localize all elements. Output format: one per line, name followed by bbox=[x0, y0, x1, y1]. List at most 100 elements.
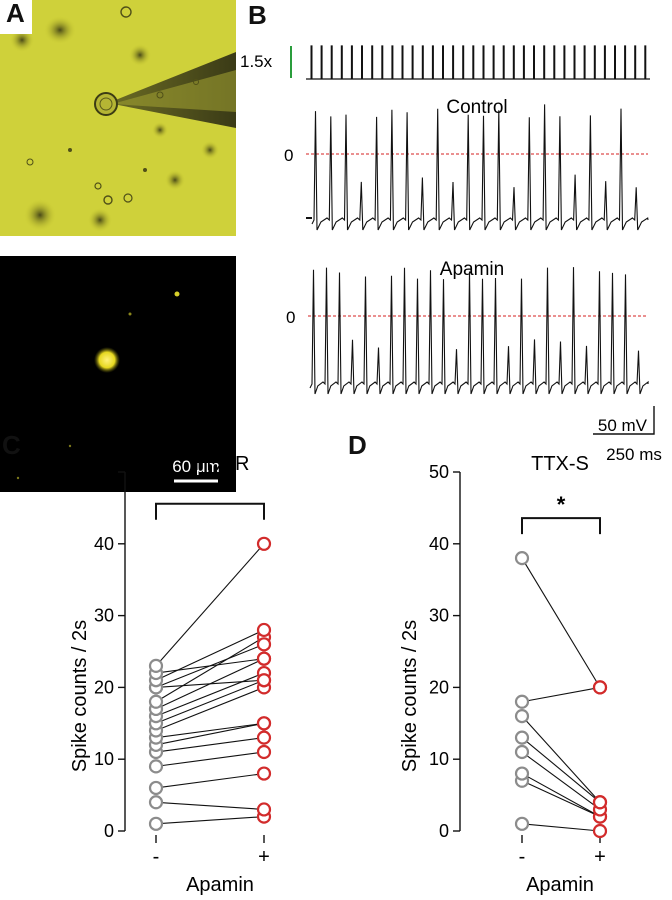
point-before bbox=[148, 694, 164, 709]
point-before bbox=[148, 795, 164, 810]
apamin-zero-label: 0 bbox=[286, 308, 295, 327]
ttx-s-chart: TTX-S Spike counts / 2s Apamin 0 10 20 30 40… bbox=[399, 453, 608, 896]
stimulus-train bbox=[306, 45, 650, 80]
pair-line bbox=[155, 801, 265, 811]
point-before bbox=[514, 744, 530, 760]
control-label: Control bbox=[446, 97, 507, 118]
point-after bbox=[256, 673, 272, 688]
point-before bbox=[514, 766, 530, 781]
point-after bbox=[256, 766, 272, 781]
pair-line bbox=[521, 557, 601, 688]
point-before bbox=[148, 780, 164, 796]
x-axis-label: Apamin bbox=[526, 874, 594, 896]
bracket-line bbox=[521, 517, 601, 535]
x-tick-label: - bbox=[519, 846, 526, 868]
pair-line bbox=[155, 737, 265, 753]
y-tick-label: 20 bbox=[429, 677, 449, 697]
pair-line bbox=[155, 679, 265, 688]
point-before bbox=[514, 694, 530, 709]
chart-title: TTX-R bbox=[191, 453, 250, 475]
pair-line bbox=[521, 686, 601, 703]
pair-line bbox=[155, 672, 265, 717]
point-after bbox=[256, 802, 272, 817]
bracket-line bbox=[155, 502, 265, 520]
y-axis: 0 10 20 30 40 50 bbox=[429, 462, 461, 841]
point-after bbox=[256, 637, 272, 652]
x-axis: - + bbox=[153, 835, 270, 868]
pair-line bbox=[155, 679, 265, 724]
pair-line bbox=[155, 636, 265, 703]
point-after bbox=[256, 536, 272, 551]
panel-label-d: D bbox=[348, 430, 367, 460]
pair-line bbox=[155, 722, 265, 739]
y-tick-label: 10 bbox=[429, 749, 449, 769]
point-before bbox=[514, 730, 530, 745]
ttx-r-chart: TTX-R Spike counts / 2s Apamin 0 10 20 30 40… bbox=[69, 453, 272, 896]
y-tick-label: 30 bbox=[94, 606, 114, 626]
chart-title: TTX-S bbox=[531, 453, 589, 475]
pair-line bbox=[521, 715, 601, 803]
y-tick-label: 50 bbox=[94, 462, 114, 482]
point-after bbox=[256, 622, 272, 638]
significance-label: **** bbox=[193, 478, 228, 503]
pair-line bbox=[155, 722, 265, 746]
x-axis-label: Apamin bbox=[186, 874, 254, 896]
point-before bbox=[514, 709, 530, 724]
pair-line bbox=[155, 658, 265, 674]
y-axis: 0 10 20 30 40 50 bbox=[94, 462, 126, 841]
pair-line bbox=[521, 751, 601, 810]
point-after bbox=[256, 651, 272, 666]
calibration-bar bbox=[593, 406, 655, 435]
pair-line bbox=[155, 816, 265, 825]
point-before bbox=[148, 759, 164, 774]
significance-label: * bbox=[557, 492, 566, 517]
pair-line bbox=[521, 737, 601, 803]
y-axis-label: Spike counts / 2s bbox=[69, 620, 91, 772]
point-after bbox=[592, 823, 608, 839]
y-tick-label: 50 bbox=[429, 462, 449, 482]
pair-line bbox=[521, 773, 601, 818]
pair-line bbox=[155, 751, 265, 767]
significance-bracket: * bbox=[521, 492, 601, 535]
pair-line bbox=[155, 543, 265, 667]
y-tick-label: 0 bbox=[439, 821, 449, 841]
control-trace bbox=[311, 104, 649, 231]
scale-bar-label: 60 μm bbox=[172, 457, 220, 476]
panel-label-a: A bbox=[0, 0, 32, 34]
y-tick-label: 30 bbox=[429, 606, 449, 626]
voltage-scale-label: 50 mV bbox=[598, 416, 648, 435]
point-after bbox=[592, 680, 608, 695]
significance-bracket: **** bbox=[155, 478, 265, 520]
apamin-trace bbox=[309, 267, 649, 395]
pair-line bbox=[521, 823, 601, 832]
voltage-traces: 1.5x Control 0 Apamin 0 50 mV 250 ms bbox=[240, 45, 662, 464]
point-after bbox=[256, 716, 272, 731]
apamin-label: Apamin bbox=[440, 259, 504, 280]
pair-line bbox=[155, 773, 265, 789]
x-tick-label: - bbox=[153, 846, 160, 868]
x-tick-label: + bbox=[594, 846, 606, 868]
fluorescence-micrograph: 60 μm bbox=[0, 256, 236, 492]
point-before bbox=[148, 658, 164, 673]
pair-line bbox=[521, 780, 601, 818]
control-zero-label: 0 bbox=[284, 146, 293, 165]
point-before bbox=[148, 816, 164, 831]
stimulus-label: 1.5x bbox=[240, 52, 273, 71]
y-tick-label: 40 bbox=[429, 534, 449, 554]
paired-points bbox=[148, 536, 272, 831]
x-axis: - + bbox=[519, 835, 606, 868]
pair-line bbox=[155, 629, 265, 681]
point-before bbox=[514, 816, 530, 831]
point-before bbox=[514, 551, 530, 566]
panel-label-b: B bbox=[248, 0, 267, 30]
point-after bbox=[256, 730, 272, 745]
y-axis-label: Spike counts / 2s bbox=[399, 620, 421, 772]
y-tick-label: 20 bbox=[94, 677, 114, 697]
y-tick-label: 40 bbox=[94, 534, 114, 554]
x-tick-label: + bbox=[258, 846, 270, 868]
y-tick-label: 0 bbox=[104, 821, 114, 841]
panel-label-c: C bbox=[2, 430, 21, 460]
point-after bbox=[256, 744, 272, 760]
time-scale-label: 250 ms bbox=[606, 445, 662, 464]
pair-line bbox=[155, 686, 265, 731]
